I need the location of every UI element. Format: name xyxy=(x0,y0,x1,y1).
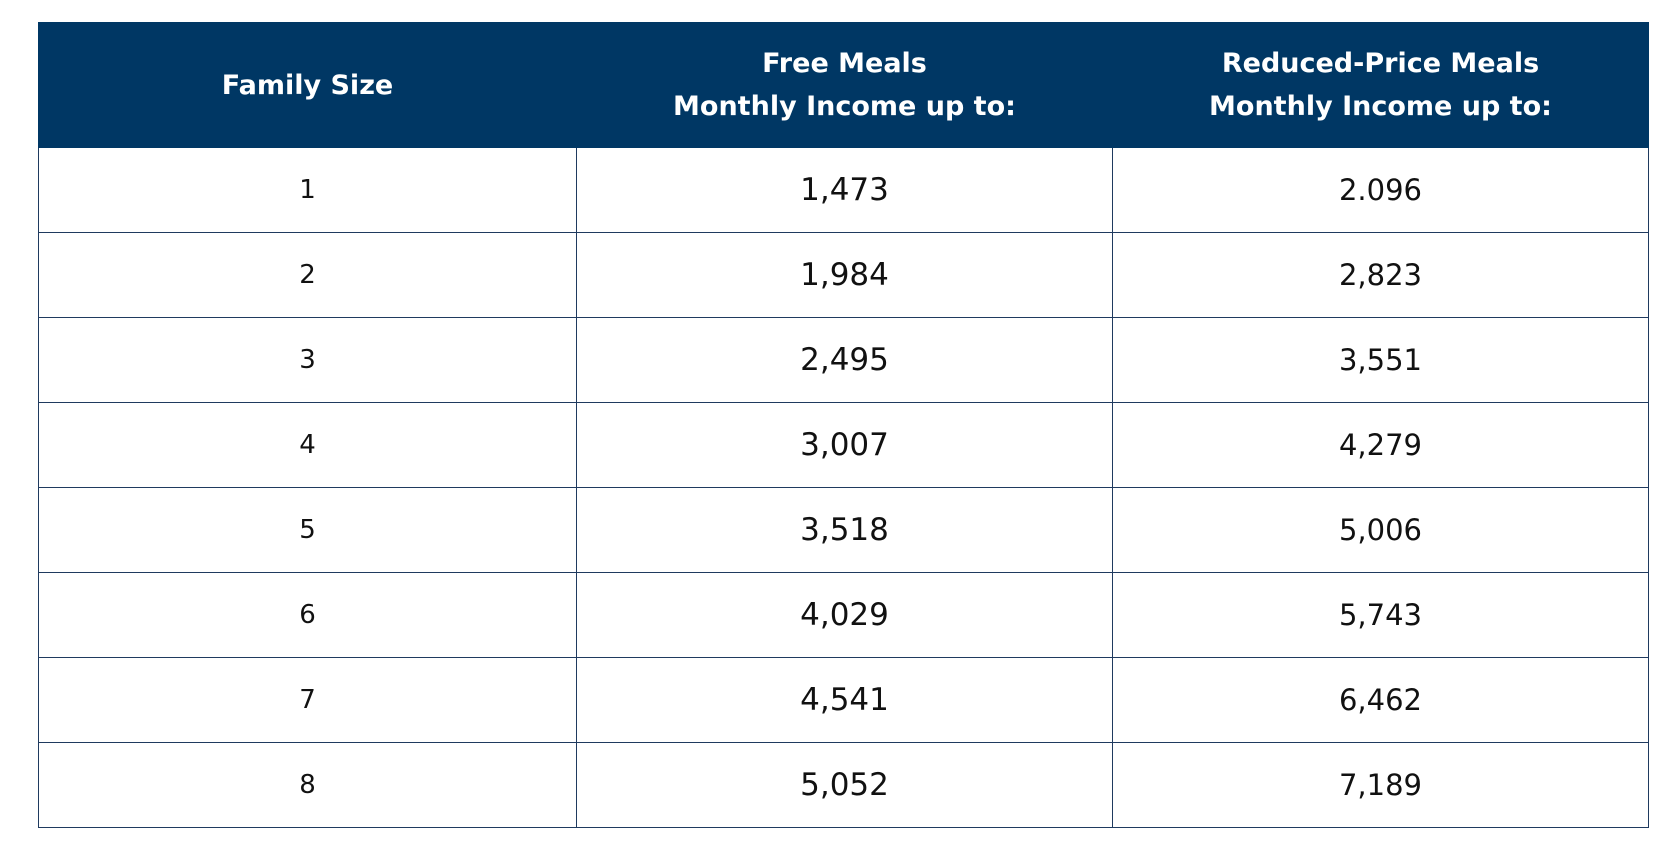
free-meals-income-cell: 5,052 xyxy=(576,742,1113,828)
family-size-cell: 3 xyxy=(38,317,577,403)
free-meals-income-cell: 4,541 xyxy=(576,657,1113,743)
header-reduced-meals-subtitle: Monthly Income up to: xyxy=(1209,91,1552,122)
header-free-meals-subtitle: Monthly Income up to: xyxy=(673,91,1016,122)
reduced-meals-income-cell: 2,823 xyxy=(1112,232,1649,318)
free-meals-income-cell: 2,495 xyxy=(576,317,1113,403)
table-row: 1 1,473 2.096 xyxy=(38,147,1649,233)
reduced-meals-income-cell: 7,189 xyxy=(1112,742,1649,828)
table-row: 3 2,495 3,551 xyxy=(38,317,1649,403)
table-row: 4 3,007 4,279 xyxy=(38,402,1649,488)
table-row: 6 4,029 5,743 xyxy=(38,572,1649,658)
free-meals-income-cell: 1,473 xyxy=(576,147,1113,233)
free-meals-income-cell: 1,984 xyxy=(576,232,1113,318)
free-meals-income-cell: 3,007 xyxy=(576,402,1113,488)
reduced-meals-income-cell: 2.096 xyxy=(1112,147,1649,233)
table-body: 1 1,473 2.096 2 1,984 2,823 3 2,495 3,55… xyxy=(38,147,1649,828)
free-meals-income-cell: 4,029 xyxy=(576,572,1113,658)
reduced-meals-income-cell: 5,006 xyxy=(1112,487,1649,573)
family-size-cell: 7 xyxy=(38,657,577,743)
family-size-cell: 5 xyxy=(38,487,577,573)
family-size-cell: 6 xyxy=(38,572,577,658)
table-row: 8 5,052 7,189 xyxy=(38,742,1649,828)
header-free-meals-title: Free Meals xyxy=(762,48,927,79)
family-size-cell: 4 xyxy=(38,402,577,488)
income-eligibility-table: Family Size Free Meals Monthly Income up… xyxy=(38,22,1649,828)
header-family-size: Family Size xyxy=(38,22,577,148)
reduced-meals-income-cell: 6,462 xyxy=(1112,657,1649,743)
reduced-meals-income-cell: 3,551 xyxy=(1112,317,1649,403)
table-row: 5 3,518 5,006 xyxy=(38,487,1649,573)
family-size-cell: 1 xyxy=(38,147,577,233)
reduced-meals-income-cell: 5,743 xyxy=(1112,572,1649,658)
family-size-cell: 8 xyxy=(38,742,577,828)
header-free-meals: Free Meals Monthly Income up to: xyxy=(576,22,1113,148)
header-reduced-price-meals: Reduced-Price Meals Monthly Income up to… xyxy=(1112,22,1649,148)
header-family-size-label: Family Size xyxy=(221,69,394,101)
header-row: Family Size Free Meals Monthly Income up… xyxy=(38,22,1649,148)
family-size-cell: 2 xyxy=(38,232,577,318)
header-reduced-meals-title: Reduced-Price Meals xyxy=(1221,48,1540,79)
free-meals-income-cell: 3,518 xyxy=(576,487,1113,573)
table-row: 7 4,541 6,462 xyxy=(38,657,1649,743)
reduced-meals-income-cell: 4,279 xyxy=(1112,402,1649,488)
table-row: 2 1,984 2,823 xyxy=(38,232,1649,318)
table-header: Family Size Free Meals Monthly Income up… xyxy=(38,22,1649,148)
